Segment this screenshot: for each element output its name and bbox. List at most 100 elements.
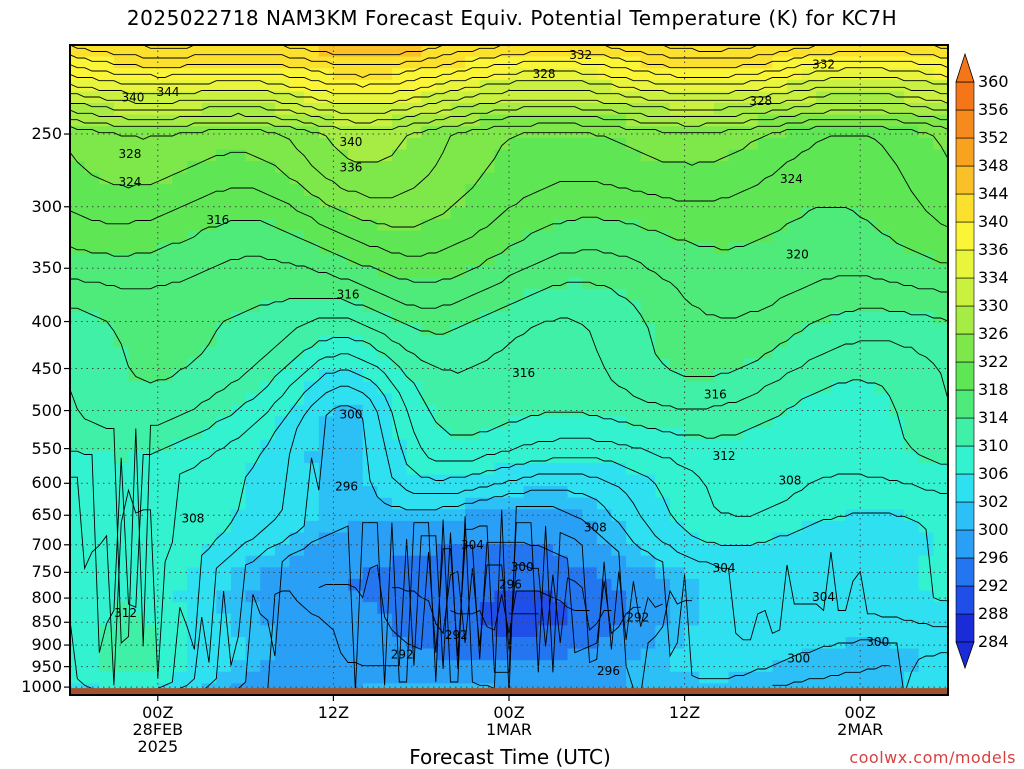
field-cell	[450, 219, 466, 232]
field-cell	[933, 671, 949, 684]
field-cell	[231, 462, 247, 476]
field-cell	[333, 671, 349, 684]
field-cell	[128, 56, 144, 69]
field-cell	[845, 602, 861, 615]
field-cell	[465, 381, 481, 394]
field-cell	[787, 613, 803, 626]
field-cell	[318, 288, 334, 301]
field-cell	[143, 219, 159, 232]
field-cell	[450, 462, 466, 476]
field-cell	[801, 578, 817, 592]
field-cell	[860, 161, 876, 174]
field-cell	[830, 195, 847, 209]
field-cell	[713, 358, 730, 371]
field-cell	[128, 103, 144, 116]
field-cell	[772, 590, 788, 603]
theta-e-field	[70, 45, 949, 696]
field-cell	[362, 149, 378, 162]
field-cell	[538, 346, 554, 359]
field-cell	[509, 265, 525, 278]
x-tick-label-line: 00Z	[493, 703, 525, 722]
field-cell	[728, 126, 744, 139]
field-cell	[743, 509, 759, 522]
field-cell	[157, 509, 173, 522]
field-cell	[523, 567, 539, 580]
field-cell	[801, 497, 817, 510]
field-cell	[260, 520, 276, 534]
field-cell	[918, 428, 934, 441]
field-cell	[304, 288, 320, 301]
field-cell	[655, 451, 671, 464]
field-cell	[216, 520, 232, 534]
field-cell	[772, 172, 788, 185]
field-cell	[70, 335, 86, 348]
field-cell	[538, 91, 554, 104]
field-cell	[933, 509, 949, 522]
field-cell	[84, 312, 100, 325]
field-cell	[670, 439, 686, 452]
field-cell	[670, 486, 686, 499]
field-cell	[348, 497, 364, 510]
field-cell	[538, 648, 554, 661]
field-cell	[787, 161, 803, 174]
field-cell	[567, 91, 583, 104]
field-cell	[143, 103, 159, 116]
field-cell	[596, 625, 612, 638]
field-cell	[362, 79, 378, 92]
field-cell	[933, 253, 949, 267]
contour-label: 316	[337, 288, 360, 302]
field-cell	[143, 346, 159, 359]
field-cell	[874, 660, 890, 673]
field-cell	[128, 288, 144, 301]
field-cell	[348, 312, 364, 325]
field-cell	[772, 544, 788, 557]
field-cell	[289, 474, 305, 487]
field-cell	[70, 578, 86, 592]
field-cell	[304, 660, 320, 673]
field-cell	[523, 648, 539, 661]
field-cell	[816, 416, 832, 429]
field-cell	[552, 195, 569, 209]
field-cell	[113, 172, 130, 185]
field-cell	[450, 323, 466, 336]
field-cell	[567, 195, 583, 209]
field-cell	[99, 404, 115, 417]
field-cell	[99, 637, 115, 650]
field-cell	[479, 103, 495, 116]
field-cell	[187, 370, 203, 383]
field-cell	[933, 474, 949, 487]
field-cell	[670, 451, 686, 464]
field-cell	[845, 149, 861, 162]
field-cell	[860, 393, 876, 406]
field-cell	[699, 567, 715, 580]
y-tick-label: 650	[31, 505, 62, 525]
x-tick-label-line: 00Z	[844, 703, 876, 722]
field-cell	[260, 567, 276, 580]
field-cell	[596, 161, 612, 174]
field-cell	[582, 207, 598, 220]
field-cell	[538, 393, 554, 406]
field-cell	[596, 277, 612, 290]
field-cell	[128, 184, 144, 197]
field-cell	[113, 532, 130, 545]
field-cell	[728, 416, 744, 429]
field-cell	[84, 277, 100, 290]
field-cell	[567, 137, 583, 151]
field-cell	[918, 149, 934, 162]
field-cell	[582, 253, 598, 267]
field-cell	[713, 184, 730, 197]
field-cell	[757, 625, 773, 638]
field-cell	[787, 114, 803, 127]
field-cell	[157, 103, 173, 116]
field-cell	[128, 242, 144, 255]
field-cell	[728, 91, 744, 104]
field-cell	[172, 613, 188, 626]
field-cell	[889, 602, 905, 615]
field-cell	[494, 335, 510, 348]
field-cell	[787, 230, 803, 243]
field-cell	[450, 358, 466, 371]
field-cell	[245, 590, 261, 603]
field-cell	[406, 660, 422, 673]
field-cell	[845, 544, 861, 557]
field-cell	[377, 277, 393, 290]
